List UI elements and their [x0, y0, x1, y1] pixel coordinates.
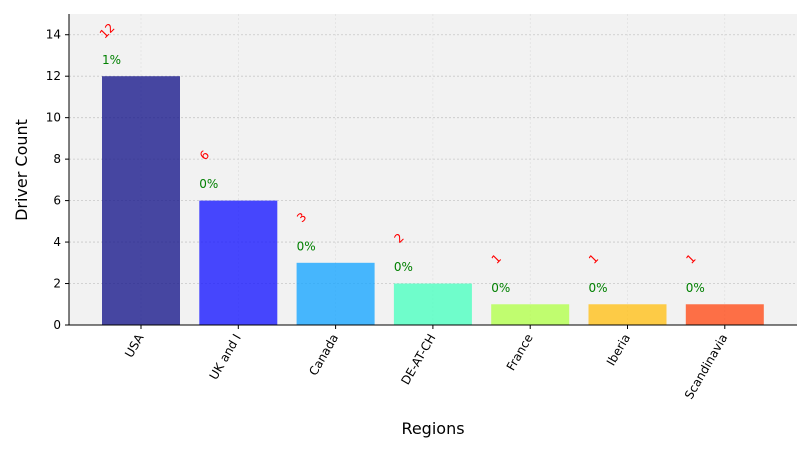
percent-label: 0% — [589, 281, 608, 295]
bar-canada — [296, 262, 375, 325]
percent-label: 0% — [686, 281, 705, 295]
x-tick-label: France — [504, 332, 536, 374]
plot-area — [69, 14, 797, 325]
bar-uk-and-i — [199, 200, 278, 325]
x-tick-label: Iberia — [604, 332, 633, 369]
y-tick-label: 2 — [53, 277, 61, 291]
bar-france — [491, 304, 570, 325]
bar-de-at-ch — [393, 283, 472, 325]
y-tick-label: 6 — [53, 194, 61, 208]
x-tick-label: USA — [122, 331, 147, 360]
y-tick-label: 10 — [46, 111, 61, 125]
x-tick-label: Scandinavia — [682, 332, 731, 402]
bars — [102, 76, 764, 325]
y-axis-title: Driver Count — [12, 119, 31, 221]
percent-label: 0% — [491, 281, 510, 295]
y-tick-label: 0 — [53, 318, 61, 332]
x-tick-label: DE-AT-CH — [398, 332, 438, 388]
y-tick-label: 14 — [46, 28, 61, 42]
percent-label: 0% — [199, 177, 218, 191]
x-tick-label: UK and I — [207, 332, 244, 383]
y-tick-label: 12 — [46, 69, 61, 83]
percent-label: 0% — [394, 260, 413, 274]
bar-usa — [102, 76, 180, 325]
bar-scandinavia — [685, 304, 764, 325]
bar-iberia — [588, 304, 667, 325]
y-ticks: 0 2 4 6 8 10 12 14 — [46, 28, 69, 332]
y-tick-label: 4 — [53, 235, 61, 249]
bar-labels: 121%60%30%20%10%10%10% — [97, 21, 705, 295]
y-tick-label: 8 — [53, 152, 61, 166]
percent-label: 0% — [297, 239, 316, 253]
x-tick-label: Canada — [306, 332, 341, 379]
x-ticks: USA UK and I Canada DE-AT-CH France Iberia Sca… — [122, 325, 730, 402]
percent-label: 1% — [102, 53, 121, 67]
x-axis-title: Regions — [401, 419, 464, 438]
